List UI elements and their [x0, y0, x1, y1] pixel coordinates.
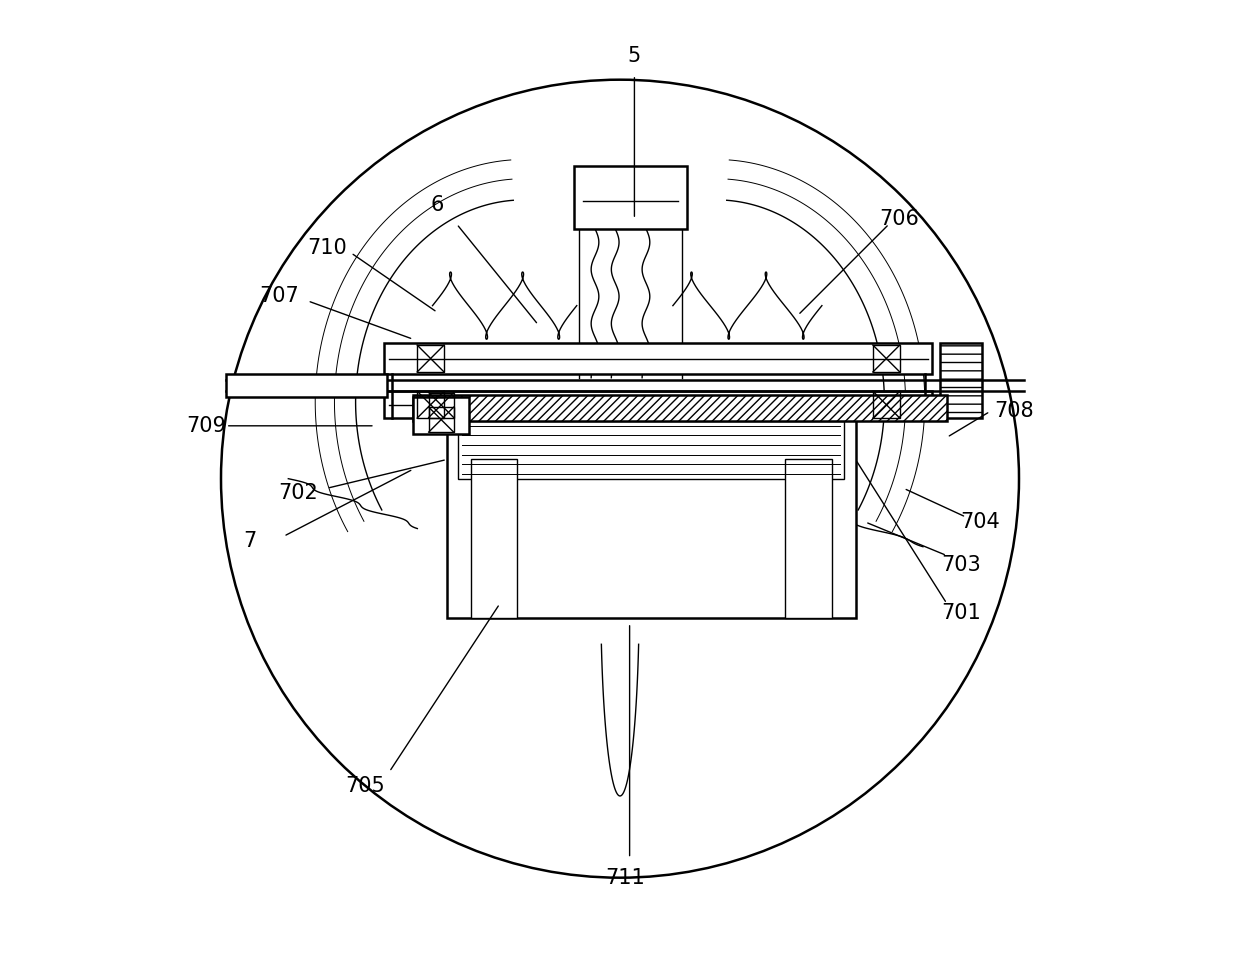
- Text: 710: 710: [306, 238, 347, 258]
- Text: 711: 711: [605, 867, 645, 888]
- Bar: [413, 396, 947, 421]
- Bar: [873, 392, 900, 418]
- Bar: [446, 416, 856, 618]
- Bar: [417, 345, 444, 372]
- Bar: [429, 393, 454, 418]
- Text: 7: 7: [243, 531, 257, 551]
- Bar: [413, 397, 469, 433]
- Bar: [574, 166, 687, 229]
- Text: 704: 704: [961, 512, 1001, 532]
- Bar: [873, 345, 900, 372]
- Text: 6: 6: [430, 194, 444, 215]
- Bar: [384, 392, 932, 418]
- Text: 708: 708: [994, 401, 1034, 422]
- Bar: [471, 459, 517, 618]
- Bar: [940, 343, 982, 418]
- Text: 709: 709: [187, 416, 227, 436]
- Text: 705: 705: [346, 777, 386, 797]
- Bar: [384, 343, 932, 374]
- Text: 703: 703: [941, 555, 981, 575]
- Bar: [226, 374, 387, 397]
- Bar: [417, 392, 444, 418]
- Text: 702: 702: [278, 484, 317, 503]
- Text: 707: 707: [259, 286, 299, 306]
- Bar: [459, 421, 844, 479]
- Bar: [785, 459, 832, 618]
- Text: 5: 5: [627, 45, 641, 66]
- Text: 701: 701: [941, 603, 981, 624]
- Text: 706: 706: [879, 209, 919, 229]
- Bar: [429, 407, 454, 432]
